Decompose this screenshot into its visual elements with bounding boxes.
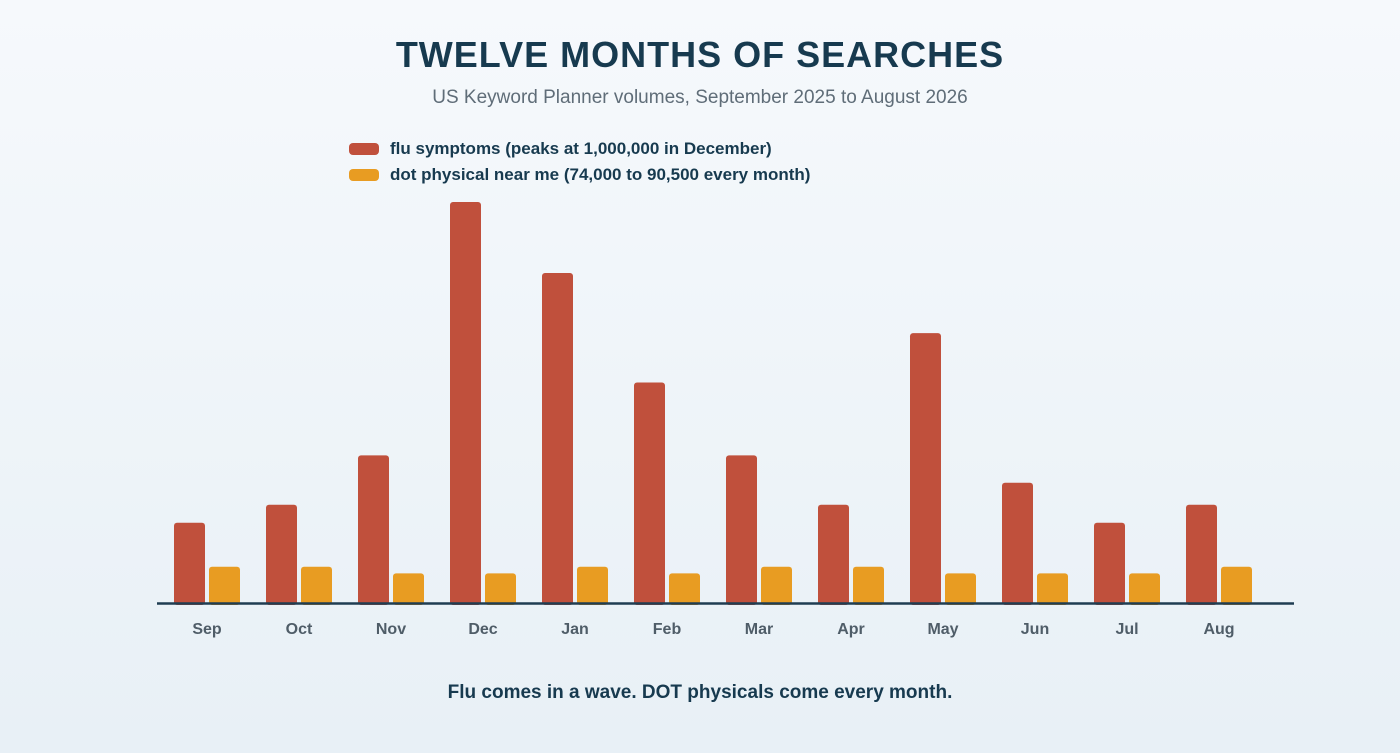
x-tick-label-jan: Jan <box>561 621 589 638</box>
bar-dot-jul <box>1129 573 1160 605</box>
bar-flu-apr <box>818 504 849 605</box>
bar-dot-may <box>945 573 976 605</box>
x-tick-label-mar: Mar <box>745 621 773 638</box>
x-tick-label-apr: Apr <box>837 621 865 638</box>
legend-label-dot: dot physical near me (74,000 to 90,500 e… <box>390 165 811 184</box>
bar-flu-jul <box>1094 522 1125 605</box>
bar-flu-mar <box>726 455 757 605</box>
bar-flu-oct <box>266 504 297 605</box>
x-tick-label-dec: Dec <box>468 621 497 638</box>
x-tick-label-feb: Feb <box>653 621 682 638</box>
legend: flu symptoms (peaks at 1,000,000 in Dece… <box>349 136 810 188</box>
bar-flu-sep <box>174 522 205 605</box>
bar-flu-dec <box>450 202 481 605</box>
bar-dot-apr <box>853 566 884 605</box>
legend-item-flu: flu symptoms (peaks at 1,000,000 in Dece… <box>349 136 810 162</box>
bar-dot-nov <box>393 573 424 605</box>
bar-dot-jan <box>577 566 608 605</box>
x-tick-label-jun: Jun <box>1021 621 1049 638</box>
x-tick-label-aug: Aug <box>1203 621 1234 638</box>
x-tick-label-nov: Nov <box>376 621 406 638</box>
chart-title: TWELVE MONTHS OF SEARCHES <box>395 34 1005 75</box>
bar-flu-nov <box>358 455 389 605</box>
bar-flu-may <box>910 333 941 605</box>
legend-swatch-dot <box>349 169 379 181</box>
x-tick-label-oct: Oct <box>286 621 313 638</box>
legend-label-flu: flu symptoms (peaks at 1,000,000 in Dece… <box>390 139 772 158</box>
bar-flu-feb <box>634 382 665 605</box>
bar-dot-jun <box>1037 573 1068 605</box>
bar-flu-jun <box>1002 482 1033 605</box>
bar-dot-sep <box>209 566 240 605</box>
chart-caption: Flu comes in a wave. DOT physicals come … <box>447 682 953 703</box>
x-tick-label-may: May <box>927 621 958 638</box>
x-tick-label-jul: Jul <box>1115 621 1138 638</box>
bar-flu-aug <box>1186 504 1217 605</box>
legend-swatch-flu <box>349 143 379 155</box>
x-tick-label-sep: Sep <box>192 621 222 638</box>
bar-dot-oct <box>301 566 332 605</box>
bar-dot-aug <box>1221 566 1252 605</box>
bar-dot-dec <box>485 573 516 605</box>
bar-flu-jan <box>542 272 573 605</box>
bar-dot-feb <box>669 573 700 605</box>
bar-dot-mar <box>761 566 792 605</box>
chart-subtitle: US Keyword Planner volumes, September 20… <box>432 87 968 108</box>
legend-item-dot: dot physical near me (74,000 to 90,500 e… <box>349 162 810 188</box>
